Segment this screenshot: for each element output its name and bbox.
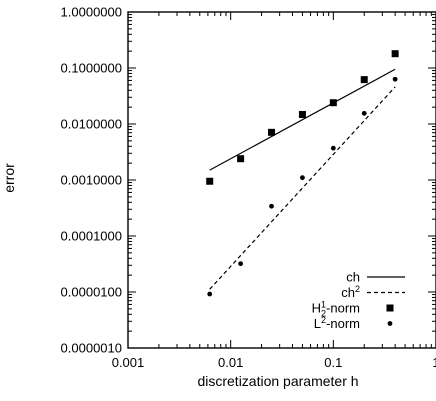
- data-point-square: [391, 50, 399, 58]
- legend-label-main: ch: [341, 285, 355, 300]
- data-point-square: [360, 76, 368, 84]
- data-point-square: [298, 110, 306, 118]
- data-point-circle: [269, 203, 274, 209]
- legend-label-3: ch2: [341, 284, 360, 300]
- legend-label-1: L2-norm: [314, 315, 360, 331]
- series-line-2: [209, 68, 396, 171]
- data-point-square: [237, 155, 245, 163]
- legend-label-rest: -norm: [326, 301, 360, 316]
- y-tick-label: 0.0001000: [61, 229, 122, 244]
- x-tick-label: 1: [432, 355, 436, 370]
- series-line-3: [209, 86, 396, 290]
- data-point-circle: [361, 110, 367, 116]
- y-tick-label: 0.0100000: [61, 117, 122, 132]
- data-point-circle: [300, 175, 305, 181]
- y-tick-label: 0.0010000: [61, 173, 122, 188]
- data-point-circle: [207, 291, 213, 297]
- legend-label-superscript: 2: [321, 315, 326, 325]
- axis-ticks: 0.001 0.01 0.1 1 0.0000010 0.0000100 0.0001000…: [61, 5, 436, 370]
- x-tick-label: 0.01: [218, 355, 243, 370]
- data-point-square: [268, 128, 276, 136]
- legend-label-2: ch: [346, 270, 360, 285]
- y-tick-label: 0.0000100: [61, 285, 122, 300]
- x-tick-label: 0.001: [112, 355, 145, 370]
- y-axis-label: error: [1, 163, 17, 193]
- data-point-circle: [392, 76, 398, 82]
- legend-label-superscript: 2: [355, 284, 360, 294]
- x-tick-label: 0.1: [324, 355, 342, 370]
- legend-swatch-square: [386, 304, 394, 312]
- legend-label-main: ch: [346, 270, 360, 285]
- legend-label-rest: -norm: [326, 316, 360, 331]
- data-point-circle: [238, 261, 244, 267]
- legend-label-0: H21-norm: [312, 300, 360, 319]
- plot-frame: [127, 11, 436, 349]
- data-point-square: [206, 177, 214, 185]
- legend-label-main: H: [312, 301, 321, 316]
- legend-label-superscript: 1: [321, 300, 326, 310]
- series-points: [206, 50, 399, 297]
- legend-label-subscript: 2: [321, 309, 326, 319]
- y-tick-label: 1.0000000: [61, 5, 122, 20]
- legend-label-main: L: [314, 316, 321, 331]
- data-point-square: [329, 99, 337, 107]
- legend-swatch-circle: [387, 321, 393, 326]
- y-tick-label: 0.1000000: [61, 61, 122, 76]
- data-point-circle: [330, 145, 336, 151]
- y-tick-label: 0.0000010: [61, 341, 122, 356]
- series-lines: [209, 68, 396, 290]
- x-axis-label: discretization parameter h: [197, 373, 358, 389]
